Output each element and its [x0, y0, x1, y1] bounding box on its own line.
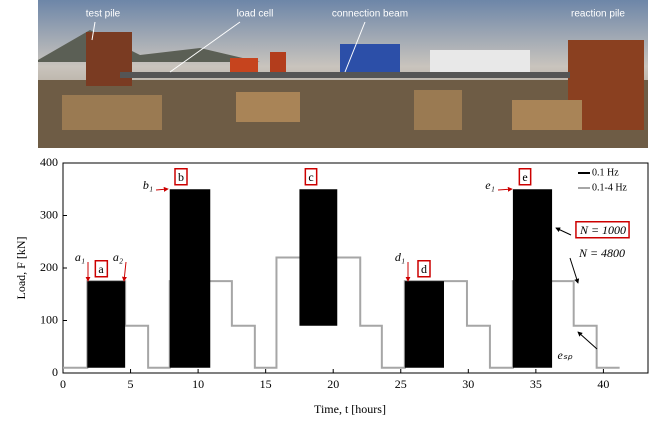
legend-label: 0.1 Hz: [592, 167, 619, 178]
y-axis-label: Load, F [kN]: [14, 237, 28, 300]
annotation: N = 1000: [579, 223, 626, 237]
photo-label: connection beam: [332, 9, 408, 20]
cyclic-block: [404, 281, 444, 368]
annotation-arrow: [155, 186, 169, 192]
annotation-arrow: [555, 227, 572, 236]
annotation-box: [174, 168, 188, 186]
annotation: b₁: [143, 178, 153, 192]
annotation-arrow: [121, 261, 127, 282]
x-tick-label: 20: [327, 377, 339, 391]
plot-frame: [62, 162, 649, 374]
x-axis-label: Time, t [hours]: [314, 402, 386, 416]
y-tick-label: 100: [40, 312, 58, 326]
annotation-arrow: [577, 331, 598, 350]
annotation: a: [98, 262, 104, 276]
x-tick-label: 25: [395, 377, 407, 391]
photo: [38, 0, 648, 148]
x-tick-label: 40: [597, 377, 609, 391]
x-tick-label: 35: [530, 377, 542, 391]
x-tick-label: 5: [128, 377, 134, 391]
y-tick-label: 300: [40, 207, 58, 221]
y-tick-label: 200: [40, 260, 58, 274]
x-tick-label: 10: [192, 377, 204, 391]
annotation: a₂: [113, 250, 123, 264]
annotation: a₁: [75, 250, 85, 264]
x-tick-label: 15: [260, 377, 272, 391]
photo-label: test pile: [86, 9, 121, 20]
y-tick-label: 400: [40, 155, 58, 169]
cyclic-block: [512, 189, 553, 368]
annotation: eₛₚ: [558, 348, 574, 362]
annotation: b: [178, 170, 184, 184]
annotation-box: [575, 221, 630, 239]
annotation: d₁: [395, 250, 405, 264]
cyclic-block: [169, 189, 211, 368]
annotation: e: [522, 170, 527, 184]
legend-label: 0.1-4 Hz: [592, 182, 628, 193]
annotation: N = 4800: [578, 246, 625, 260]
annotation-arrow: [497, 186, 513, 192]
annotation: e₁: [485, 178, 495, 192]
photo-label: reaction pile: [571, 9, 625, 20]
annotation: c: [308, 170, 313, 184]
x-tick-label: 0: [60, 377, 66, 391]
annotation-box: [417, 260, 431, 278]
photo-label: load cell: [237, 9, 274, 20]
cyclic-block: [299, 189, 338, 326]
annotation-box: [518, 168, 532, 186]
cyclic-block: [87, 281, 126, 368]
annotation-box: [304, 168, 318, 186]
y-tick-label: 0: [52, 365, 58, 379]
annotation: d: [421, 262, 427, 276]
annotation-box: [94, 260, 109, 278]
x-tick-label: 30: [462, 377, 474, 391]
annotation-arrow: [569, 257, 580, 284]
